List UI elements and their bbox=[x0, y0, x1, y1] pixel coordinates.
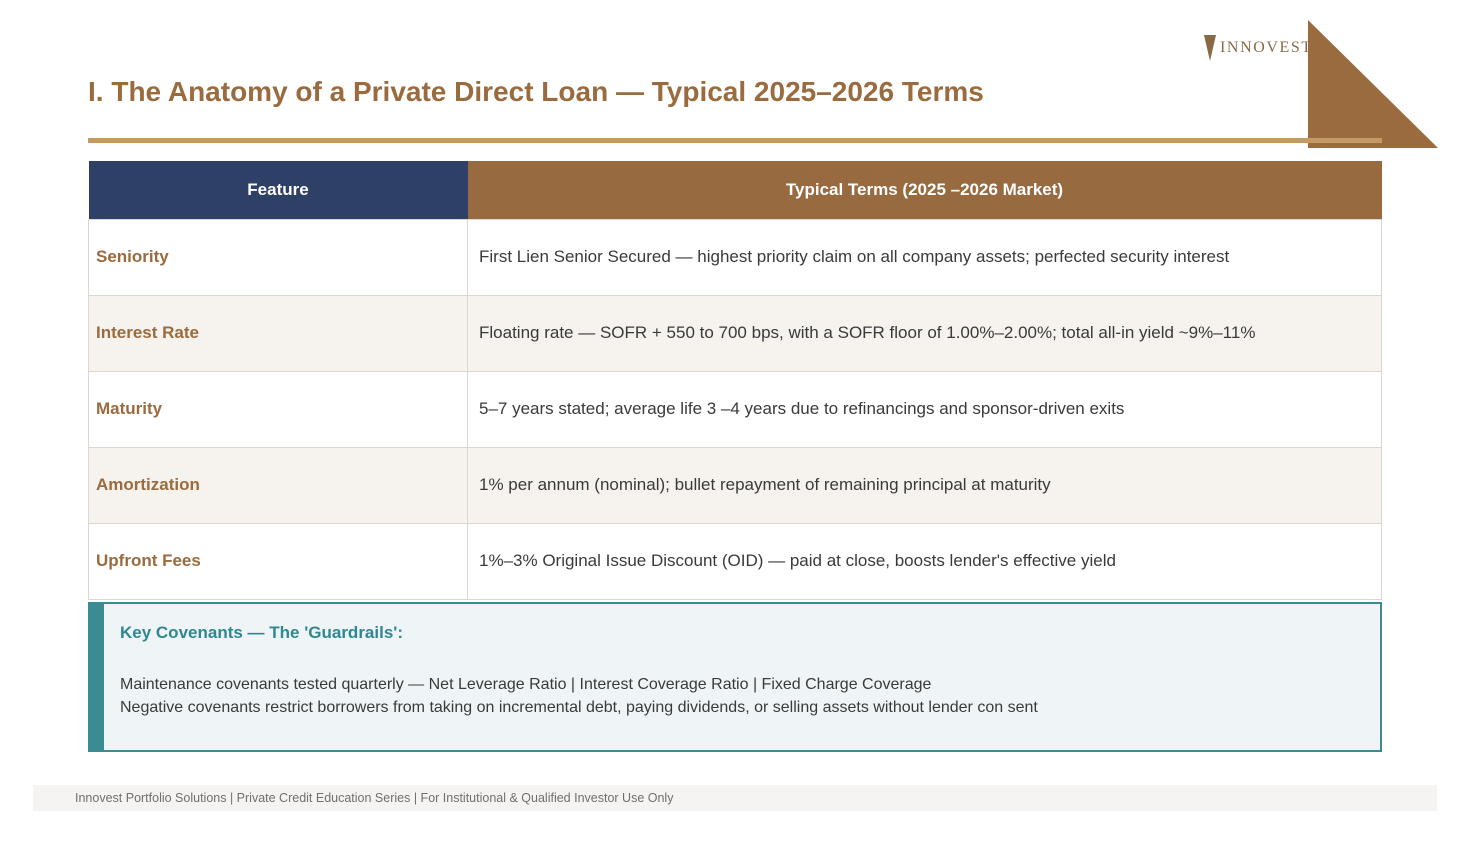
table-row: Maturity 5–7 years stated; average life … bbox=[88, 370, 1382, 448]
footer-bar: Innovest Portfolio Solutions | Private C… bbox=[33, 785, 1437, 811]
column-header-feature: Feature bbox=[88, 161, 468, 219]
table-row: Seniority First Lien Senior Secured — hi… bbox=[88, 218, 1382, 296]
title-divider bbox=[88, 138, 1382, 143]
feature-cell: Interest Rate bbox=[88, 294, 468, 372]
feature-cell: Upfront Fees bbox=[88, 522, 468, 600]
page-title: I. The Anatomy of a Private Direct Loan … bbox=[88, 76, 984, 107]
loan-terms-table: Feature Typical Terms (2025 –2026 Market… bbox=[88, 161, 1382, 600]
terms-cell: First Lien Senior Secured — highest prio… bbox=[467, 218, 1382, 296]
corner-triangle-decoration bbox=[1308, 20, 1438, 148]
column-header-typical-terms: Typical Terms (2025 –2026 Market) bbox=[467, 161, 1382, 219]
feature-cell: Amortization bbox=[88, 446, 468, 524]
covenants-title: Key Covenants — The 'Guardrails': bbox=[120, 623, 403, 642]
terms-cell: 1% per annum (nominal); bullet repayment… bbox=[467, 446, 1382, 524]
terms-cell: 1%–3% Original Issue Discount (OID) — pa… bbox=[467, 522, 1382, 600]
footer-text: Innovest Portfolio Solutions | Private C… bbox=[75, 791, 674, 805]
table-row: Amortization 1% per annum (nominal); bul… bbox=[88, 446, 1382, 524]
innovest-logo: INNOVEST bbox=[1204, 34, 1313, 62]
logo-text: INNOVEST bbox=[1220, 39, 1313, 56]
feature-cell: Maturity bbox=[88, 370, 468, 448]
key-covenants-callout: Key Covenants — The 'Guardrails': Mainte… bbox=[88, 602, 1382, 752]
feature-cell: Seniority bbox=[88, 218, 468, 296]
terms-cell: 5–7 years stated; average life 3 –4 year… bbox=[467, 370, 1382, 448]
covenants-line-maintenance: Maintenance covenants tested quarterly —… bbox=[120, 676, 932, 693]
table-row: Interest Rate Floating rate — SOFR + 550… bbox=[88, 294, 1382, 372]
terms-cell: Floating rate — SOFR + 550 to 700 bps, w… bbox=[467, 294, 1382, 372]
covenants-line-negative: Negative covenants restrict borrowers fr… bbox=[120, 699, 1038, 716]
table-row: Upfront Fees 1%–3% Original Issue Discou… bbox=[88, 522, 1382, 600]
table-header-row: Feature Typical Terms (2025 –2026 Market… bbox=[88, 161, 1382, 219]
logo-mark-icon bbox=[1204, 35, 1216, 61]
